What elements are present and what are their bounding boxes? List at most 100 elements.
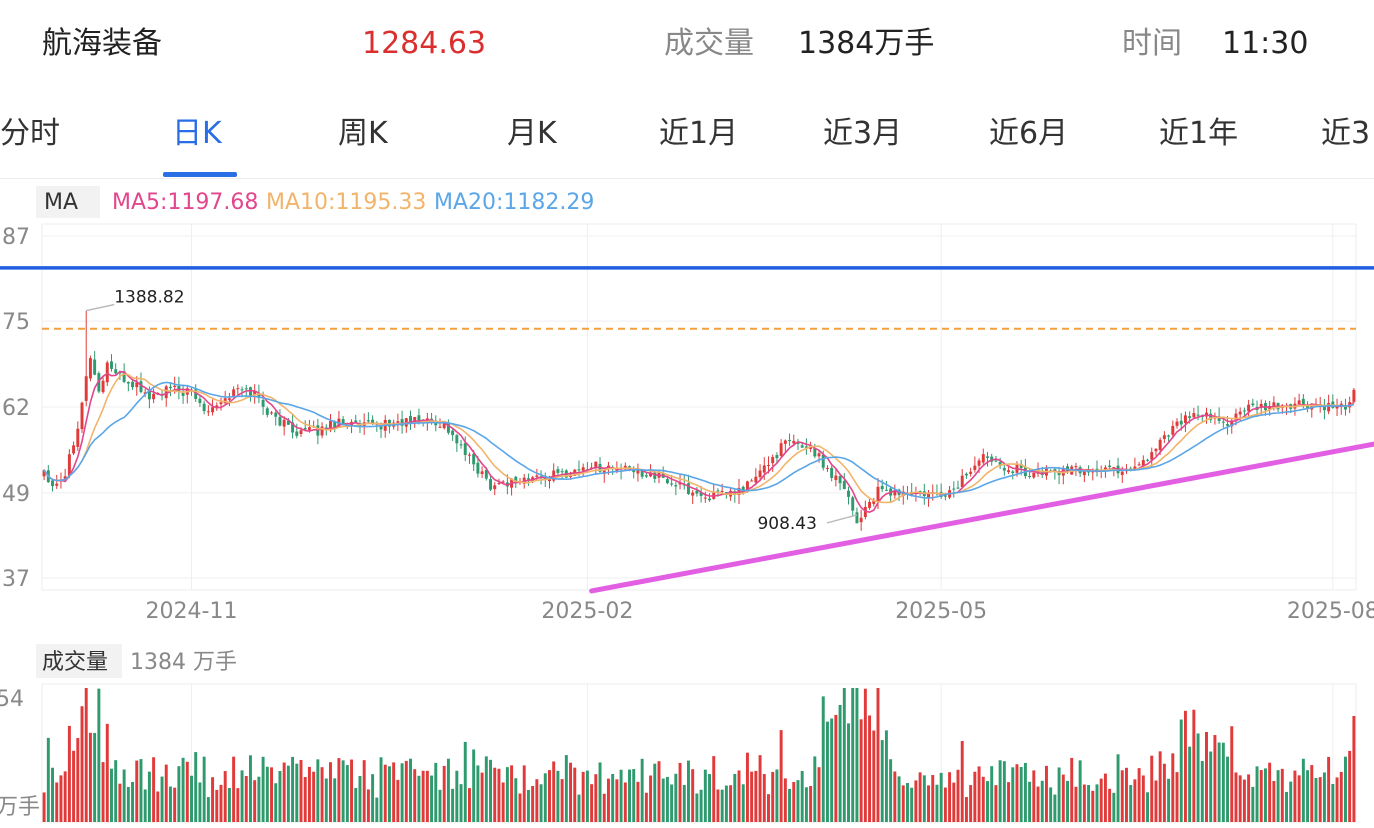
tab-monthly-k[interactable]: 月K xyxy=(507,116,557,151)
ma-legend-box[interactable] xyxy=(36,186,100,218)
volume-bar xyxy=(880,740,884,822)
candle-body xyxy=(417,415,421,422)
volume-bar xyxy=(1023,762,1027,822)
candle-body xyxy=(93,359,97,375)
volume-bar xyxy=(329,762,332,822)
candle-body xyxy=(644,475,648,477)
volume-bar xyxy=(960,741,964,822)
volume-bar xyxy=(657,761,661,822)
candle-body xyxy=(135,382,139,388)
candle-body xyxy=(455,435,459,444)
candle-body xyxy=(118,372,122,374)
volume-bar xyxy=(678,762,682,822)
volume-bar xyxy=(270,767,274,822)
candle-body xyxy=(265,408,269,415)
volume-bar xyxy=(1335,777,1339,822)
volume-legend-box[interactable] xyxy=(36,644,122,678)
candle-body xyxy=(1306,405,1310,409)
candle-body xyxy=(476,462,480,474)
candle-body xyxy=(442,421,446,429)
volume-bar xyxy=(455,770,459,822)
volume-bar xyxy=(581,771,585,822)
candle-body xyxy=(1247,404,1251,412)
candle-body xyxy=(804,446,808,448)
candle-body xyxy=(754,476,758,483)
volume-bar xyxy=(636,781,640,822)
volume-bar xyxy=(1049,787,1053,822)
tab-6-months[interactable]: 近6月 xyxy=(989,116,1069,151)
candle-body xyxy=(177,385,181,391)
candle-body xyxy=(467,454,471,456)
volume-bar xyxy=(375,797,379,822)
volume-bar xyxy=(434,762,438,822)
tab-1-month[interactable]: 近1月 xyxy=(659,116,739,151)
candle-body xyxy=(859,517,863,523)
candle-body xyxy=(927,492,931,498)
volume-bar xyxy=(409,758,412,822)
volume-bar xyxy=(863,688,867,822)
chart-grid xyxy=(41,223,1357,591)
volume-bar xyxy=(1343,756,1347,822)
candle-body xyxy=(1141,460,1145,466)
candle-body xyxy=(868,501,872,508)
volume-bar xyxy=(594,774,598,822)
candle-body xyxy=(788,440,792,442)
volume-bar xyxy=(476,765,480,822)
volume-bar xyxy=(489,759,493,822)
candle-body xyxy=(918,491,922,493)
volume-bar xyxy=(994,785,998,822)
tab-3-months[interactable]: 近3月 xyxy=(823,116,903,151)
overlay-lines xyxy=(0,266,1374,594)
candle-body xyxy=(1327,403,1331,412)
candle-body xyxy=(261,399,265,407)
volume-bar xyxy=(413,769,417,822)
tab-1-year[interactable]: 近1年 xyxy=(1159,116,1239,151)
candle-body xyxy=(1175,421,1179,426)
volume-bar xyxy=(817,767,821,822)
volume-bar xyxy=(699,789,703,822)
volume-bar xyxy=(535,779,539,822)
candle-body xyxy=(632,469,636,473)
candle-body xyxy=(1057,472,1061,476)
volume-bar xyxy=(93,732,97,822)
volume-plot-frame xyxy=(41,683,1357,823)
candle-body xyxy=(131,381,135,388)
candle-body xyxy=(842,481,846,490)
candle-body xyxy=(1146,459,1150,461)
volume-bar xyxy=(564,755,568,822)
tab-intraday[interactable]: 分时 xyxy=(0,116,60,151)
tab-daily-k[interactable]: 日K xyxy=(172,116,222,151)
volume-bar xyxy=(190,775,193,822)
tab-3-years[interactable]: 近3 xyxy=(1321,116,1371,151)
volume-bar xyxy=(855,688,859,822)
volume-bar xyxy=(914,780,918,822)
volume-bar xyxy=(686,760,690,822)
candle-body xyxy=(821,454,825,468)
volume-bar xyxy=(379,757,383,822)
volume-bar xyxy=(543,773,547,822)
candle-body xyxy=(577,469,581,471)
candle-body xyxy=(409,415,412,424)
volume-bar xyxy=(139,759,143,822)
volume-bar xyxy=(1339,771,1343,822)
candle-body xyxy=(1238,411,1242,415)
volume-bar xyxy=(1019,767,1023,822)
candle-body xyxy=(556,469,560,473)
volume-bar xyxy=(964,797,968,822)
volume-bar xyxy=(211,777,215,822)
volume-bar xyxy=(1268,762,1272,822)
candle-body xyxy=(181,393,185,396)
volume-bar xyxy=(1175,772,1179,822)
volume-bar xyxy=(510,765,514,822)
volume-bar xyxy=(253,780,257,822)
volume-bar xyxy=(948,772,952,822)
volume-bar xyxy=(1255,766,1259,822)
volume-bar xyxy=(1293,770,1297,822)
volume-bar xyxy=(350,759,354,822)
candle-body xyxy=(1242,410,1246,412)
volume-bar xyxy=(88,732,92,822)
candle-body xyxy=(1188,416,1192,418)
tab-weekly-k[interactable]: 周K xyxy=(338,116,388,151)
volume-y-tick-label: 54 xyxy=(0,687,24,712)
